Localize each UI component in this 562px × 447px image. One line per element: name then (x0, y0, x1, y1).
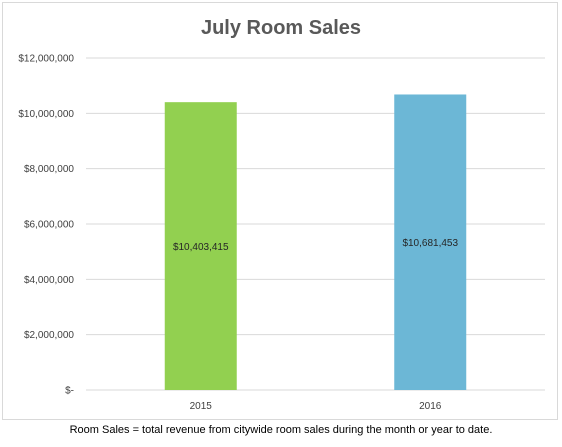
bar-chart: July Room Sales $12,000,000 $10,000,000 $8… (18, 17, 545, 412)
y-tick-label: $6,000,000 (24, 220, 74, 231)
y-axis-tick-labels: $12,000,000 $10,000,000 $8,000,000 $6,000,0… (18, 54, 74, 397)
bar-2015 (164, 102, 237, 391)
data-label: $10,403,415 (173, 242, 229, 253)
y-tick-label: $8,000,000 (24, 164, 74, 175)
chart-title: July Room Sales (201, 17, 361, 39)
bar-2016 (394, 94, 467, 390)
y-tick-label: $- (65, 386, 74, 397)
footnote: Room Sales = total revenue from citywide… (69, 424, 493, 436)
y-tick-label: $2,000,000 (24, 330, 74, 341)
y-tick-label: $4,000,000 (24, 275, 74, 286)
bars (164, 94, 467, 391)
gridlines (86, 57, 545, 391)
x-category-label: 2015 (190, 401, 213, 412)
data-label: $10,681,453 (402, 238, 458, 249)
data-labels: $10,403,415 $10,681,453 (173, 238, 459, 253)
y-tick-label: $12,000,000 (18, 54, 74, 65)
y-tick-label: $10,000,000 (18, 109, 74, 120)
x-category-label: 2016 (419, 401, 442, 412)
x-axis-category-labels: 2015 2016 (190, 401, 442, 412)
